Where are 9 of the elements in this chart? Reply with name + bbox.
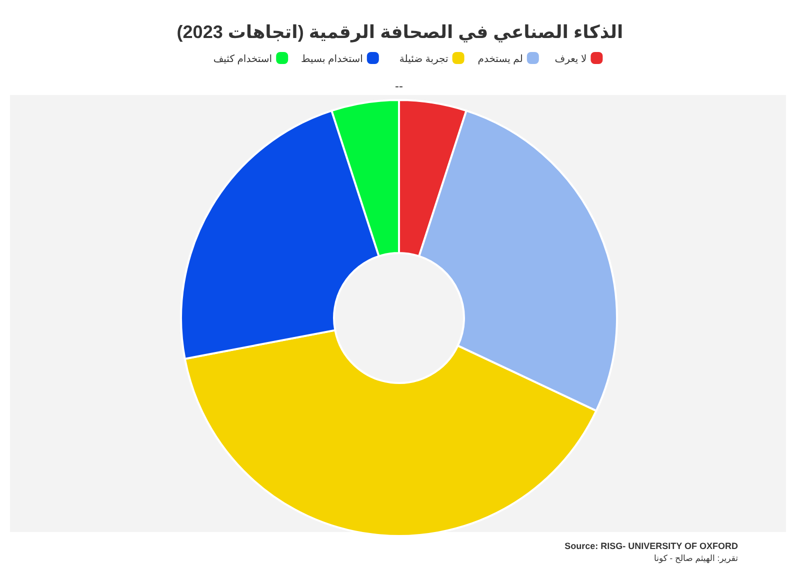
text: تقرير: الهيثم صالح - كونا (654, 553, 739, 564)
legend-label: لا يعرف (554, 54, 587, 65)
text: -- (395, 79, 403, 93)
legend-label: لم يستخدم (478, 54, 523, 65)
legend-label: استخدام بسيط (301, 54, 363, 65)
source-note: Source: RISG- UNIVERSITY OF OXFORD (564, 541, 738, 551)
legend-label: استخدام كثيف (213, 54, 272, 65)
legend-label: تجربة ضئيلة (399, 54, 449, 65)
chart-title: الذكاء الصناعي في الصحافة الرقمية (اتجاهات 2023) (176, 22, 624, 43)
